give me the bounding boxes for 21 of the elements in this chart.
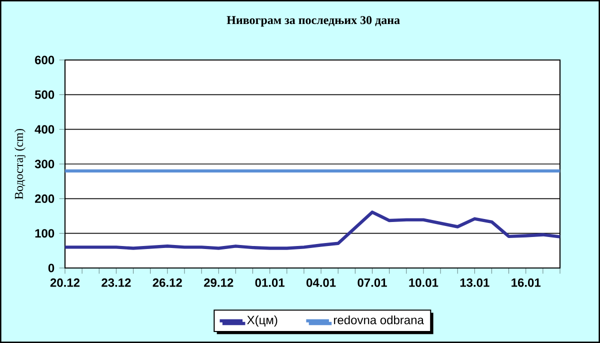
- y-tick-label: 0: [48, 264, 54, 272]
- x-tick-label: 20.12: [50, 278, 80, 287]
- x-tick-label: 29.12: [204, 278, 234, 287]
- x-tick-label: 07.01: [358, 278, 387, 287]
- x-tick-label: 16.01: [512, 278, 541, 287]
- y-tick-label: 500: [34, 90, 54, 99]
- chart-title: Нивограм за последњих 30 дана: [226, 16, 400, 27]
- x-tick-label: 13.01: [460, 278, 490, 287]
- y-axis-title: Водостај (cm): [14, 128, 26, 200]
- x-tick-label: 23.12: [102, 278, 131, 287]
- x-tick-label: 01.01: [255, 278, 284, 287]
- y-tick-label: 200: [34, 194, 54, 203]
- legend-label: X(цм): [247, 315, 278, 327]
- x-tick-label: 04.01: [306, 278, 336, 287]
- y-tick-label: 300: [34, 160, 54, 168]
- x-tick-label: 10.01: [409, 278, 438, 287]
- legend-label: redovna odbrana: [334, 315, 424, 324]
- x-tick-label: 26.12: [152, 278, 182, 287]
- y-tick-label: 100: [35, 229, 54, 238]
- y-tick-label: 600: [35, 56, 54, 64]
- y-tick-label: 400: [34, 125, 54, 134]
